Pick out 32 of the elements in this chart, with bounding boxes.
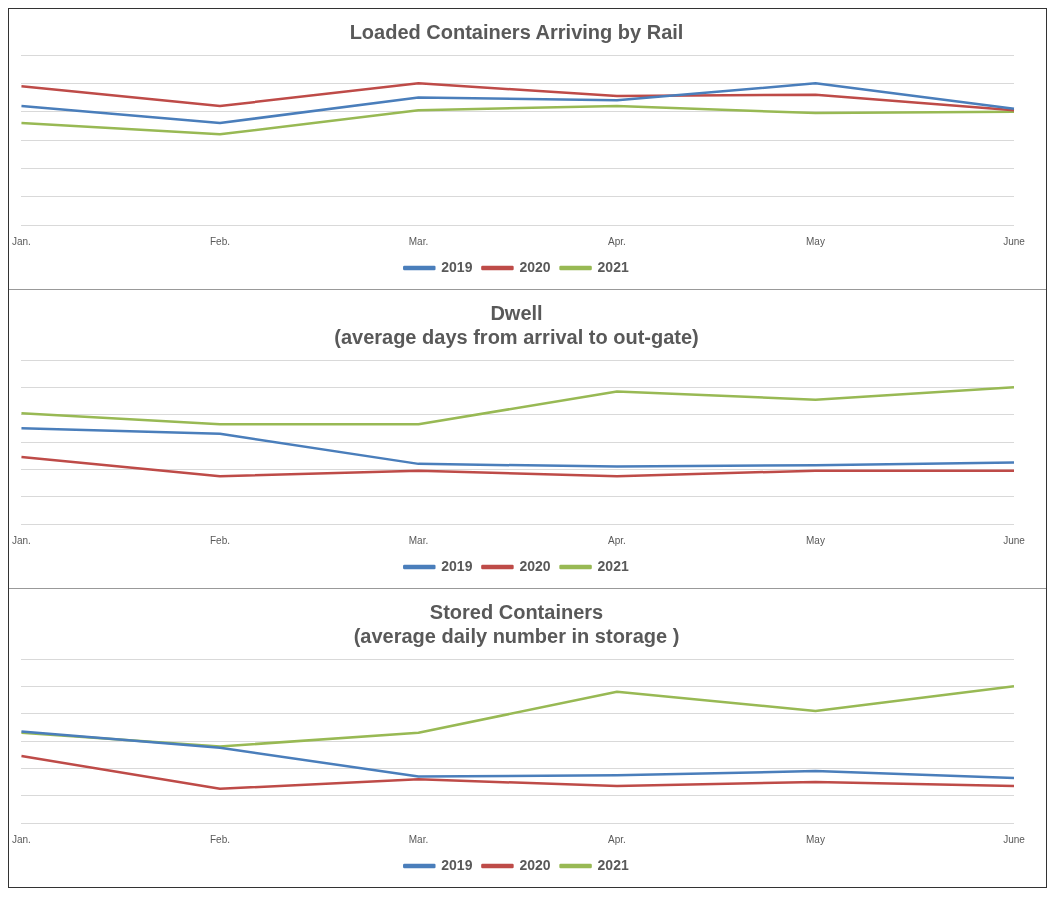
legend-label: 2020 — [519, 856, 551, 873]
x-tick-label: Feb. — [209, 833, 230, 845]
legend-label: 2019 — [441, 258, 473, 275]
x-tick-label: Mar. — [408, 235, 429, 247]
x-tick-label: Apr. — [608, 235, 626, 247]
legend-label: 2019 — [441, 557, 473, 574]
x-tick-label: June — [1003, 534, 1026, 546]
x-tick-label: May — [806, 534, 825, 546]
x-tick-label: May — [806, 833, 825, 845]
x-tick-label: May — [806, 235, 825, 247]
x-tick-label: Jan. — [12, 235, 31, 247]
legend-label: 2020 — [519, 557, 551, 574]
x-tick-label: Mar. — [408, 534, 429, 546]
chart-title: Stored Containers — [429, 600, 604, 623]
x-tick-label: Jan. — [12, 833, 31, 845]
x-tick-label: Feb. — [209, 235, 230, 247]
legend-label: 2021 — [597, 856, 629, 873]
legend-label: 2021 — [597, 557, 629, 574]
x-tick-label: Apr. — [608, 833, 626, 845]
x-tick-label: June — [1003, 833, 1026, 845]
legend-label: 2019 — [441, 856, 473, 873]
chart-subtitle: (average daily number in storage ) — [353, 624, 680, 647]
x-tick-label: Mar. — [408, 833, 429, 845]
x-tick-label: Feb. — [209, 534, 230, 546]
legend-label: 2020 — [519, 258, 551, 275]
x-tick-label: Jan. — [12, 534, 31, 546]
x-tick-label: Apr. — [608, 534, 626, 546]
x-tick-label: June — [1003, 235, 1026, 247]
chart-title: Loaded Containers Arriving by Rail — [349, 20, 684, 43]
chart-title: Dwell — [490, 301, 543, 324]
chart-subtitle: (average days from arrival to out-gate) — [334, 325, 699, 348]
legend-label: 2021 — [597, 258, 629, 275]
